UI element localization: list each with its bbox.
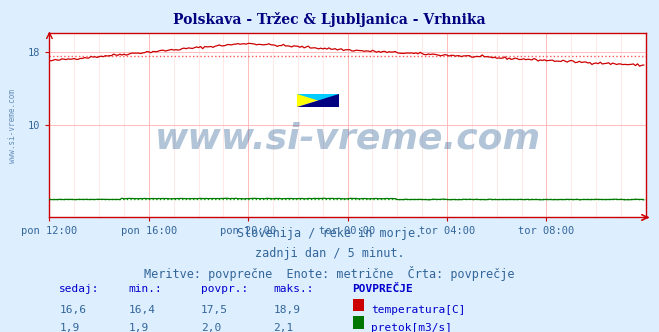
Text: www.si-vreme.com: www.si-vreme.com <box>8 89 17 163</box>
Text: POVPREČJE: POVPREČJE <box>353 284 413 294</box>
Text: maks.:: maks.: <box>273 284 314 294</box>
Text: Polskava - Tržec & Ljubljanica - Vrhnika: Polskava - Tržec & Ljubljanica - Vrhnika <box>173 12 486 27</box>
Text: povpr.:: povpr.: <box>201 284 248 294</box>
Text: 2,1: 2,1 <box>273 323 294 332</box>
Text: pretok[m3/s]: pretok[m3/s] <box>371 323 452 332</box>
Text: www.si-vreme.com: www.si-vreme.com <box>155 121 540 155</box>
Text: sedaj:: sedaj: <box>59 284 100 294</box>
Polygon shape <box>297 94 339 107</box>
Polygon shape <box>297 94 339 107</box>
Text: zadnji dan / 5 minut.: zadnji dan / 5 minut. <box>254 247 405 260</box>
Text: 2,0: 2,0 <box>201 323 221 332</box>
Text: 16,6: 16,6 <box>59 305 86 315</box>
Text: 1,9: 1,9 <box>59 323 80 332</box>
Text: min.:: min.: <box>129 284 162 294</box>
Text: Meritve: povprečne  Enote: metrične  Črta: povprečje: Meritve: povprečne Enote: metrične Črta:… <box>144 266 515 281</box>
Text: Slovenija / reke in morje.: Slovenija / reke in morje. <box>237 227 422 240</box>
Text: 16,4: 16,4 <box>129 305 156 315</box>
Text: 1,9: 1,9 <box>129 323 149 332</box>
Polygon shape <box>297 94 339 107</box>
Text: 17,5: 17,5 <box>201 305 228 315</box>
Text: temperatura[C]: temperatura[C] <box>371 305 465 315</box>
Text: 18,9: 18,9 <box>273 305 301 315</box>
